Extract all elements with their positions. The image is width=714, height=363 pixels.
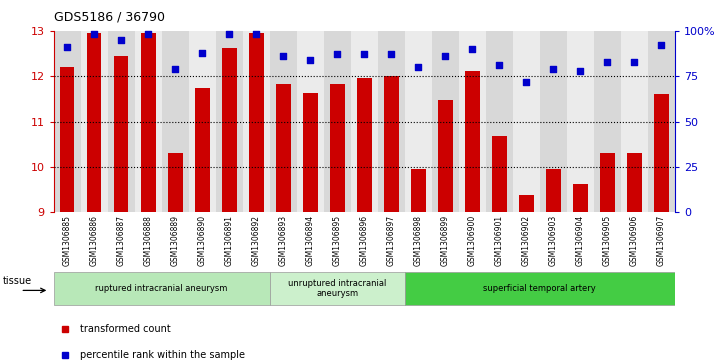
Bar — [378, 31, 405, 212]
Bar — [114, 56, 129, 212]
Bar — [627, 153, 642, 212]
Bar — [108, 31, 134, 212]
Bar — [458, 31, 486, 212]
Bar — [351, 31, 378, 212]
Bar — [188, 31, 216, 212]
Bar — [620, 31, 648, 212]
Point — [386, 52, 397, 57]
Bar — [405, 31, 432, 212]
FancyBboxPatch shape — [405, 272, 675, 305]
Text: tissue: tissue — [3, 276, 32, 286]
Bar — [486, 31, 513, 212]
Point — [169, 66, 181, 72]
Point — [628, 59, 640, 65]
Point — [89, 32, 100, 37]
Bar — [81, 31, 108, 212]
Bar — [161, 31, 188, 212]
Point — [304, 57, 316, 63]
Point — [655, 42, 667, 48]
Point — [601, 59, 613, 65]
Text: transformed count: transformed count — [80, 324, 171, 334]
Bar — [195, 87, 209, 212]
Bar — [438, 100, 453, 212]
Text: GDS5186 / 36790: GDS5186 / 36790 — [54, 11, 164, 24]
Bar — [323, 31, 351, 212]
Bar — [519, 195, 533, 212]
Bar — [168, 153, 183, 212]
Bar — [357, 78, 371, 212]
Bar — [54, 31, 81, 212]
Point — [196, 50, 208, 56]
Bar — [411, 169, 426, 212]
Bar — [545, 169, 560, 212]
Bar — [540, 31, 567, 212]
Bar — [296, 31, 323, 212]
Point — [548, 66, 559, 72]
Bar — [134, 31, 161, 212]
Bar — [432, 31, 458, 212]
Point — [358, 52, 370, 57]
Point — [331, 52, 343, 57]
Text: percentile rank within the sample: percentile rank within the sample — [80, 350, 245, 359]
Point — [575, 68, 586, 74]
Point — [413, 64, 424, 70]
Bar — [648, 31, 675, 212]
Bar — [270, 31, 296, 212]
Point — [251, 32, 262, 37]
Point — [521, 79, 532, 85]
Point — [223, 32, 235, 37]
Bar — [221, 48, 236, 212]
Point — [466, 46, 478, 52]
Bar — [600, 153, 615, 212]
Bar — [330, 84, 345, 212]
Bar — [248, 33, 263, 212]
Point — [61, 44, 73, 50]
Text: ruptured intracranial aneurysm: ruptured intracranial aneurysm — [96, 284, 228, 293]
Point — [493, 62, 505, 68]
Text: unruptured intracranial
aneurysm: unruptured intracranial aneurysm — [288, 279, 386, 298]
FancyBboxPatch shape — [270, 272, 405, 305]
Bar — [303, 93, 318, 212]
Point — [116, 37, 127, 43]
Bar — [141, 33, 156, 212]
Point — [142, 32, 154, 37]
Bar — [86, 33, 101, 212]
Bar — [276, 84, 291, 212]
Bar — [573, 184, 588, 212]
Bar — [654, 94, 668, 212]
Bar — [243, 31, 270, 212]
Bar — [383, 76, 398, 212]
Bar — [216, 31, 243, 212]
FancyBboxPatch shape — [54, 272, 270, 305]
Bar — [492, 136, 507, 212]
Point — [278, 53, 289, 59]
Bar — [594, 31, 620, 212]
Point — [439, 53, 451, 59]
Bar — [60, 67, 74, 212]
Bar — [513, 31, 540, 212]
Bar — [465, 71, 480, 212]
Text: superficial temporal artery: superficial temporal artery — [483, 284, 596, 293]
Bar — [567, 31, 594, 212]
